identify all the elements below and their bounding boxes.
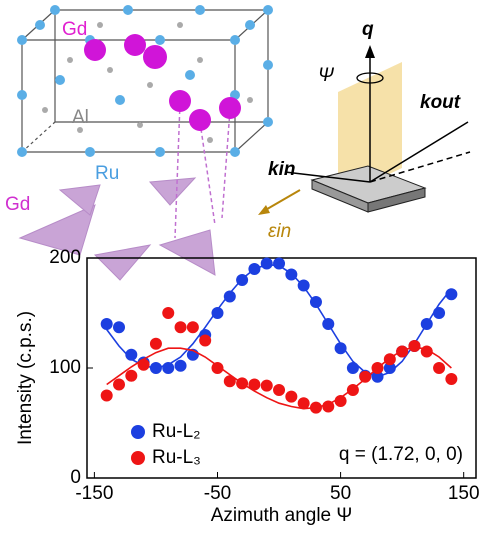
data-point: [347, 384, 359, 396]
data-point: [113, 379, 125, 391]
y-tick-label: 200: [49, 247, 81, 268]
geometry: [258, 45, 470, 215]
data-point: [433, 362, 445, 374]
data-point: [187, 321, 199, 333]
data-point: [125, 370, 137, 382]
label-gd: Gd: [62, 19, 87, 40]
data-point: [162, 362, 174, 374]
label-ru: Ru: [95, 163, 119, 184]
data-point: [396, 346, 408, 358]
data-point: [261, 258, 273, 270]
data-point: [433, 307, 445, 319]
label-kout: kout: [420, 92, 461, 113]
label-al: Al: [72, 107, 89, 128]
data-point: [113, 321, 125, 333]
data-point: [335, 342, 347, 354]
data-point: [310, 402, 322, 414]
data-point: [248, 263, 260, 275]
label-psi: Ψ: [318, 65, 335, 86]
data-point: [359, 371, 371, 383]
x-tick-label: 50: [330, 483, 351, 504]
y-tick-label: 0: [70, 467, 81, 488]
annotation: q = (1.72, 0, 0): [339, 444, 463, 465]
data-point: [236, 377, 248, 389]
data-point: [248, 379, 260, 391]
data-point: [211, 307, 223, 319]
data-point: [347, 362, 359, 374]
atoms-gd: [84, 34, 241, 131]
x-tick-label: 150: [448, 483, 480, 504]
data-point: [261, 380, 273, 392]
data-point: [445, 288, 457, 300]
data-point: [211, 362, 223, 374]
data-point: [322, 401, 334, 413]
y-tick-label: 100: [49, 357, 81, 378]
label-epsilon: εin: [268, 221, 291, 242]
label-gd-2: Gd: [5, 194, 30, 215]
data-point: [138, 359, 150, 371]
data-point: [150, 338, 162, 350]
data-point: [224, 291, 236, 303]
data-point: [175, 360, 187, 372]
data-point: [285, 269, 297, 281]
label-kin: kin: [268, 159, 295, 180]
data-point: [285, 391, 297, 403]
data-point: [162, 307, 174, 319]
data-point: [298, 280, 310, 292]
data-point: [384, 353, 396, 365]
legend-marker: [131, 451, 145, 465]
data-point: [273, 384, 285, 396]
x-axis-label: Azimuth angle Ψ: [211, 505, 353, 526]
legend-marker: [131, 425, 145, 439]
data-point: [125, 349, 137, 361]
y-axis-label: Intensity (c.p.s.): [15, 311, 36, 445]
label-q: q: [362, 19, 374, 40]
data-point: [445, 373, 457, 385]
data-point: [199, 335, 211, 347]
data-point: [101, 318, 113, 330]
x-tick-label: -150: [75, 483, 113, 504]
page: {"chart_data": {"type": "scatter", "x": …: [0, 0, 499, 533]
data-point: [421, 346, 433, 358]
data-point: [322, 318, 334, 330]
chart: -150 -50 50 150 0 100 200 Azimuth angle Ψ Intens…: [15, 247, 480, 526]
legend-label: Ru-L₃: [152, 447, 201, 468]
x-tick-label: -50: [204, 483, 231, 504]
data-point: [408, 340, 420, 352]
data-point: [273, 258, 285, 270]
legend-label: Ru-L₂: [152, 421, 201, 442]
data-point: [421, 318, 433, 330]
data-point: [224, 375, 236, 387]
data-point: [175, 321, 187, 333]
data-point: [298, 397, 310, 409]
data-point: [372, 362, 384, 374]
figure: Gd Al Ru Gd q Ψ kout kin εin -150 -50 50 15…: [0, 0, 499, 533]
data-point: [101, 390, 113, 402]
fit-line: [107, 265, 452, 377]
data-point: [310, 296, 322, 308]
data-point: [236, 274, 248, 286]
data-point: [150, 362, 162, 374]
data-point: [335, 395, 347, 407]
